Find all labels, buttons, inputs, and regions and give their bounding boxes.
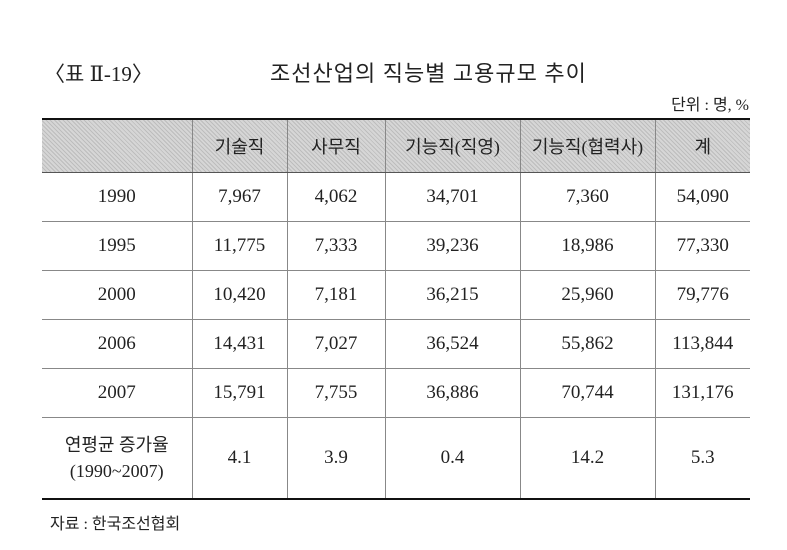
value-cell: 79,776 — [654, 270, 750, 320]
column-header: 기능직(직영) — [384, 118, 521, 173]
table-title: 조선산업의 직능별 고용규모 추이 — [270, 61, 587, 86]
year-cell: 2007 — [42, 368, 193, 418]
growth-value-cell: 14.2 — [519, 417, 656, 500]
employment-table: 기술직 사무직 기능직(직영) 기능직(협력사) 계 1990 7,967 4,062 34,… — [42, 118, 750, 500]
table-body: 1990 7,967 4,062 34,701 7,360 54,090 1995 11,77… — [42, 172, 750, 500]
growth-value-cell: 3.9 — [286, 417, 386, 500]
value-cell: 25,960 — [519, 270, 656, 320]
data-row: 2000 10,420 7,181 36,215 25,960 79,776 — [42, 270, 750, 320]
value-cell: 7,967 — [191, 172, 288, 222]
value-cell: 34,701 — [384, 172, 521, 222]
value-cell: 11,775 — [191, 221, 288, 271]
corner-cell — [42, 118, 193, 173]
column-header: 계 — [654, 118, 750, 173]
column-header: 기능직(협력사) — [519, 118, 656, 173]
data-row: 2007 15,791 7,755 36,886 70,744 131,176 — [42, 368, 750, 418]
header-row: 기술직 사무직 기능직(직영) 기능직(협력사) 계 — [42, 118, 750, 173]
value-cell: 131,176 — [654, 368, 750, 418]
value-cell: 36,886 — [384, 368, 521, 418]
value-cell: 36,524 — [384, 319, 521, 369]
year-cell: 2006 — [42, 319, 193, 369]
table-head: 기술직 사무직 기능직(직영) 기능직(협력사) 계 — [42, 118, 750, 173]
table-label: 〈표 Ⅱ-19〉 — [44, 62, 153, 86]
value-cell: 18,986 — [519, 221, 656, 271]
value-cell: 70,744 — [519, 368, 656, 418]
value-cell: 7,181 — [286, 270, 386, 320]
growth-label-cell: 연평균 증가율 (1990~2007) — [42, 417, 193, 500]
value-cell: 7,755 — [286, 368, 386, 418]
unit-note: 단위 : 명, % — [671, 97, 749, 114]
value-cell: 55,862 — [519, 319, 656, 369]
column-header: 기술직 — [191, 118, 288, 173]
value-cell: 77,330 — [654, 221, 750, 271]
growth-label-line: 연평균 증가율 — [64, 435, 169, 455]
value-cell: 4,062 — [286, 172, 386, 222]
growth-value-cell: 5.3 — [654, 417, 750, 500]
data-row: 1995 11,775 7,333 39,236 18,986 77,330 — [42, 221, 750, 271]
growth-row: 연평균 증가율 (1990~2007) 4.1 3.9 0.4 14.2 5.3 — [42, 417, 750, 500]
value-cell: 14,431 — [191, 319, 288, 369]
value-cell: 15,791 — [191, 368, 288, 418]
value-cell: 113,844 — [654, 319, 750, 369]
source-note: 자료 : 한국조선협회 — [50, 516, 181, 533]
data-row: 1990 7,967 4,062 34,701 7,360 54,090 — [42, 172, 750, 222]
value-cell: 54,090 — [654, 172, 750, 222]
value-cell: 39,236 — [384, 221, 521, 271]
value-cell: 7,333 — [286, 221, 386, 271]
data-row: 2006 14,431 7,027 36,524 55,862 113,844 — [42, 319, 750, 369]
year-cell: 1995 — [42, 221, 193, 271]
growth-value-cell: 4.1 — [191, 417, 288, 500]
value-cell: 7,360 — [519, 172, 656, 222]
year-cell: 1990 — [42, 172, 193, 222]
year-cell: 2000 — [42, 270, 193, 320]
growth-value-cell: 0.4 — [384, 417, 521, 500]
value-cell: 10,420 — [191, 270, 288, 320]
growth-label-line: (1990~2007) — [69, 461, 164, 481]
value-cell: 7,027 — [286, 319, 386, 369]
value-cell: 36,215 — [384, 270, 521, 320]
column-header: 사무직 — [286, 118, 386, 173]
